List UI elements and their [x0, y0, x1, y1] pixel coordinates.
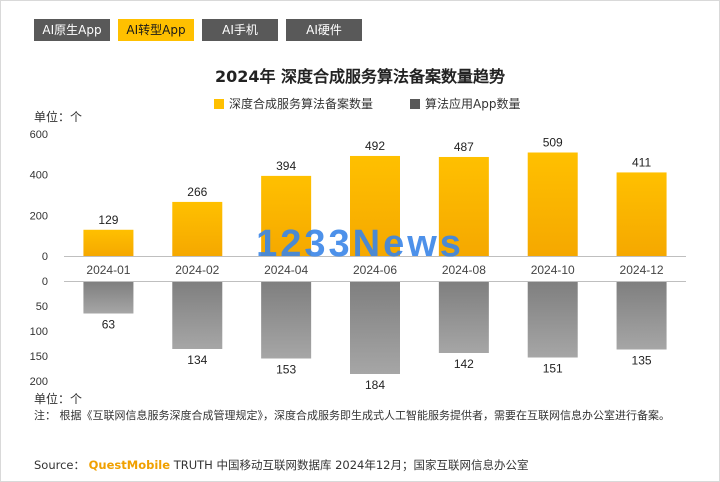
- data-label-filings: 492: [365, 139, 385, 153]
- bar-apps: [527, 282, 578, 358]
- bar-apps: [616, 282, 667, 350]
- category-tabs: AI原生App AI转型App AI手机 AI硬件: [34, 19, 362, 41]
- source-text: TRUTH 中国移动互联网数据库 2024年12月；国家互联网信息办公室: [173, 458, 529, 472]
- bar-filings: [261, 175, 312, 256]
- tab-ai-phone[interactable]: AI手机: [202, 19, 278, 41]
- x-tick-label: 2024-10: [531, 263, 575, 277]
- x-tick-label: 2024-12: [620, 263, 664, 277]
- y-tick-upper: 200: [30, 210, 48, 222]
- legend-item-apps: 算法应用App数量: [410, 95, 520, 112]
- unit-label-bottom: 单位：个: [34, 392, 83, 406]
- legend-item-filings: 深度合成服务算法备案数量: [214, 95, 373, 112]
- tab-ai-transform-app[interactable]: AI转型App: [118, 19, 194, 41]
- chart-title: 2024年 深度合成服务算法备案数量趋势: [214, 67, 506, 86]
- data-label-filings: 411: [632, 155, 651, 169]
- bar-filings: [172, 201, 223, 256]
- data-label-apps: 184: [365, 378, 385, 392]
- legend-label-apps: 算法应用App数量: [425, 97, 521, 111]
- y-tick-lower: 50: [36, 301, 48, 313]
- source-prefix: Source：: [34, 458, 85, 472]
- y-tick-lower: 100: [30, 326, 48, 338]
- tab-ai-hardware[interactable]: AI硬件: [286, 19, 362, 41]
- bar-apps: [261, 282, 312, 359]
- source-line: Source： QuestMobile TRUTH 中国移动互联网数据库 202…: [34, 457, 529, 473]
- data-label-filings: 394: [276, 159, 296, 173]
- data-label-filings: 487: [454, 140, 474, 154]
- data-label-filings: 266: [187, 185, 207, 199]
- data-label-apps: 63: [102, 318, 116, 332]
- x-tick-label: 2024-02: [175, 263, 219, 277]
- tab-ai-native-app[interactable]: AI原生App: [34, 19, 110, 41]
- legend-swatch-apps: [410, 98, 420, 109]
- bar-filings: [616, 172, 667, 256]
- footnote: 注： 根据《互联网信息服务深度合成管理规定》，深度合成服务即生成式人工智能服务提…: [34, 409, 670, 422]
- legend-label-filings: 深度合成服务算法备案数量: [229, 97, 374, 111]
- y-tick-upper: 0: [42, 251, 48, 263]
- bar-filings: [438, 156, 489, 256]
- bar-filings: [527, 152, 578, 256]
- y-tick-lower: 200: [30, 376, 48, 388]
- watermark-text: 1233News: [256, 223, 464, 265]
- source-brand: QuestMobile: [88, 458, 171, 472]
- y-tick-upper: 600: [30, 129, 48, 141]
- bar-filings: [350, 155, 400, 256]
- bar-apps: [350, 282, 400, 374]
- y-tick-upper: 400: [30, 170, 48, 182]
- legend-swatch-filings: [214, 98, 224, 109]
- x-tick-label: 2024-04: [264, 263, 308, 277]
- chart-legend: 深度合成服务算法备案数量 算法应用App数量: [0, 95, 720, 111]
- data-label-filings: 129: [98, 213, 118, 227]
- y-tick-lower: 150: [30, 351, 48, 363]
- x-tick-label: 2024-08: [442, 263, 486, 277]
- x-tick-label: 2024-01: [86, 263, 130, 277]
- unit-label-top: 单位：个: [34, 110, 83, 124]
- x-tick-label: 2024-06: [353, 263, 397, 277]
- data-label-apps: 142: [454, 357, 474, 371]
- bar-apps: [172, 282, 223, 349]
- data-label-apps: 151: [543, 362, 563, 376]
- y-tick-lower: 0: [42, 276, 48, 288]
- bar-apps: [83, 282, 134, 314]
- data-label-apps: 135: [632, 354, 652, 368]
- bar-filings: [83, 229, 134, 256]
- data-label-apps: 153: [276, 363, 296, 377]
- data-label-filings: 509: [543, 136, 563, 150]
- data-label-apps: 134: [187, 353, 207, 367]
- bar-apps: [438, 282, 489, 353]
